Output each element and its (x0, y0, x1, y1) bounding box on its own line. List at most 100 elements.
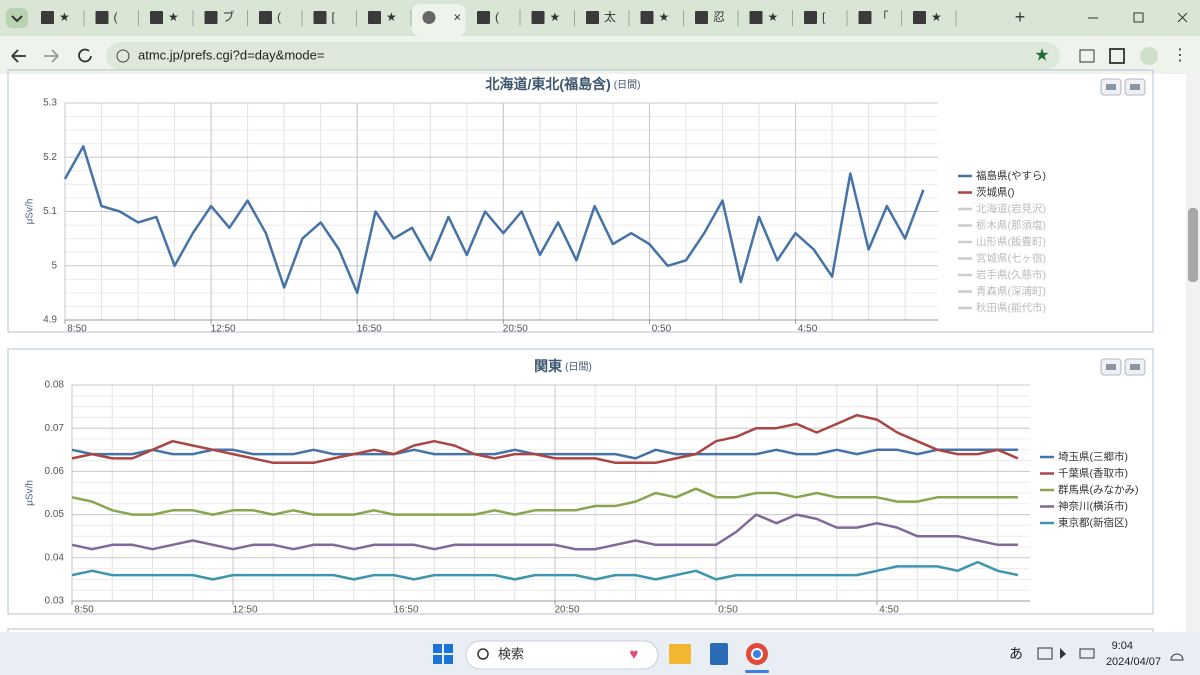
tab-title: ★ (386, 10, 397, 24)
new-tab-button[interactable]: + (1015, 7, 1026, 27)
tab-favicon (477, 11, 490, 24)
series-line (71, 487, 1018, 516)
clock-time[interactable]: 9:04 (1112, 640, 1133, 652)
legend-item-hidden[interactable]: 岩手県(久慈市) (958, 268, 1046, 281)
tab[interactable]: ★ (368, 10, 412, 26)
tab[interactable]: ( (259, 10, 303, 26)
tab-search-button[interactable] (6, 8, 28, 28)
reload-button[interactable] (78, 48, 92, 63)
scrollbar[interactable] (1186, 74, 1200, 632)
legend-label: 神奈川(横浜市) (1058, 499, 1128, 512)
active-tab[interactable] (411, 4, 466, 36)
x-tick-label: 16:50 (394, 605, 419, 616)
legend-item-hidden[interactable]: 秋田県(能代市) (958, 301, 1046, 314)
tab-title: ★ (59, 10, 70, 24)
chart-title: 関東 (日間) (534, 358, 592, 374)
tab-favicon (95, 11, 109, 24)
tab[interactable]: ★ (749, 10, 793, 26)
side-panel-button[interactable] (1109, 48, 1125, 64)
site-info-icon[interactable] (116, 49, 130, 63)
legend-label: 千葉県(香取市) (1058, 466, 1128, 479)
tab-favicon (259, 11, 272, 24)
tab[interactable]: [ (313, 10, 357, 26)
close-window-button[interactable] (1177, 12, 1188, 23)
legend-item[interactable]: 神奈川(横浜市) (1040, 499, 1128, 512)
start-button[interactable] (433, 644, 453, 664)
tab-favicon (422, 11, 436, 24)
tab[interactable]: ブ (204, 9, 248, 26)
legend-item[interactable]: 茨城県() (958, 185, 1015, 198)
chevron-icon (11, 15, 23, 23)
series-line (71, 513, 1018, 551)
legend-item-hidden[interactable]: 青森県(深浦町) (958, 284, 1046, 297)
legend-item[interactable]: 千葉県(香取市) (1040, 466, 1128, 479)
y-axis-label: μSv/h (25, 199, 36, 225)
scrollbar-thumb[interactable] (1188, 208, 1198, 282)
chart-title: 北海道/東北(福島含) (日間) (486, 76, 641, 92)
ime-indicator[interactable]: あ (1009, 646, 1023, 662)
tab[interactable]: 太 (586, 9, 630, 26)
search-icon (477, 648, 489, 660)
tab-close[interactable]: × (454, 9, 462, 24)
legend-item-hidden[interactable]: 栃木県(那須塩) (958, 218, 1046, 231)
legend-label: 宮城県(七ヶ宿) (976, 251, 1046, 264)
tab[interactable]: ★ (150, 10, 194, 26)
tab-title: ★ (931, 10, 942, 24)
forward-button[interactable] (44, 49, 59, 63)
tab-favicon (531, 11, 545, 24)
tab-title: 「 (877, 10, 889, 24)
legend-item[interactable]: 埼玉県(三郷市) (1040, 450, 1128, 463)
tab[interactable]: ★ (640, 10, 684, 26)
y-tick-label: 0.03 (45, 596, 65, 607)
legend-item-hidden[interactable]: 北海道(岩見沢) (958, 202, 1046, 215)
legend-item[interactable]: 東京都(新宿区) (1040, 516, 1128, 529)
notification-bell[interactable] (1170, 653, 1184, 661)
button-icon (1106, 84, 1116, 90)
legend-label: 青森県(深浦町) (976, 284, 1046, 297)
legend-item[interactable]: 群馬県(みなかみ) (1040, 483, 1139, 496)
network-icon[interactable] (1037, 647, 1053, 660)
tab[interactable]: [ (804, 10, 848, 26)
legend-item-hidden[interactable]: 宮城県(七ヶ宿) (958, 251, 1046, 264)
tab[interactable]: × (422, 9, 462, 24)
back-button[interactable] (11, 49, 26, 63)
notepad-icon[interactable] (710, 643, 728, 665)
tab[interactable]: ★ (531, 10, 575, 26)
y-tick-label: 0.05 (45, 509, 65, 520)
x-tick-label: 4:50 (879, 605, 899, 616)
address-bar[interactable] (106, 42, 1060, 70)
button-icon (1130, 84, 1140, 90)
menu-button[interactable]: ⋮ (1172, 47, 1188, 64)
tab-title: [ (332, 10, 336, 24)
battery-icon[interactable] (1079, 648, 1095, 659)
tab[interactable]: ( (95, 10, 139, 26)
legend-item-hidden[interactable]: 山形県(飯豊町) (958, 235, 1046, 248)
tab[interactable]: ★ (913, 10, 957, 26)
legend-label: 群馬県(みなかみ) (1058, 483, 1139, 496)
legend-label: 埼玉県(三郷市) (1058, 450, 1128, 463)
tab[interactable]: ( (477, 10, 521, 26)
tab-title: ★ (550, 10, 561, 24)
restore-button[interactable] (1133, 12, 1144, 23)
x-tick-label: 8:50 (74, 605, 94, 616)
x-tick-label: 20:50 (555, 605, 580, 616)
legend-item[interactable]: 福島県(やすら) (958, 169, 1046, 182)
explorer-icon[interactable] (669, 644, 691, 664)
x-tick-label: 0:50 (652, 324, 672, 335)
tab[interactable]: 忍 (695, 10, 739, 26)
profile-button[interactable] (1140, 47, 1158, 65)
tab-favicon (368, 11, 381, 24)
tabs: ★ ( ★ ブ ( [ ★ × ( ★ 太 ★ 忍 ★ [ 「 ★ (41, 4, 957, 36)
charts: 北海道/東北(福島含) (日間)4.955.15.25.38:50 12:50 16:… (25, 76, 1146, 616)
tab[interactable]: 「 (858, 10, 902, 26)
volume-icon[interactable] (1060, 648, 1066, 659)
tab-title: ★ (659, 10, 670, 24)
search-box[interactable] (465, 640, 659, 670)
y-tick-label: 0.07 (45, 423, 65, 434)
x-tick-label: 12:50 (211, 324, 236, 335)
bookmark-star[interactable]: ★ (1034, 45, 1049, 64)
clock-date[interactable]: 2024/04/07 (1106, 656, 1161, 668)
reading-list-button[interactable] (1079, 49, 1095, 63)
tab[interactable]: ★ (41, 10, 85, 26)
